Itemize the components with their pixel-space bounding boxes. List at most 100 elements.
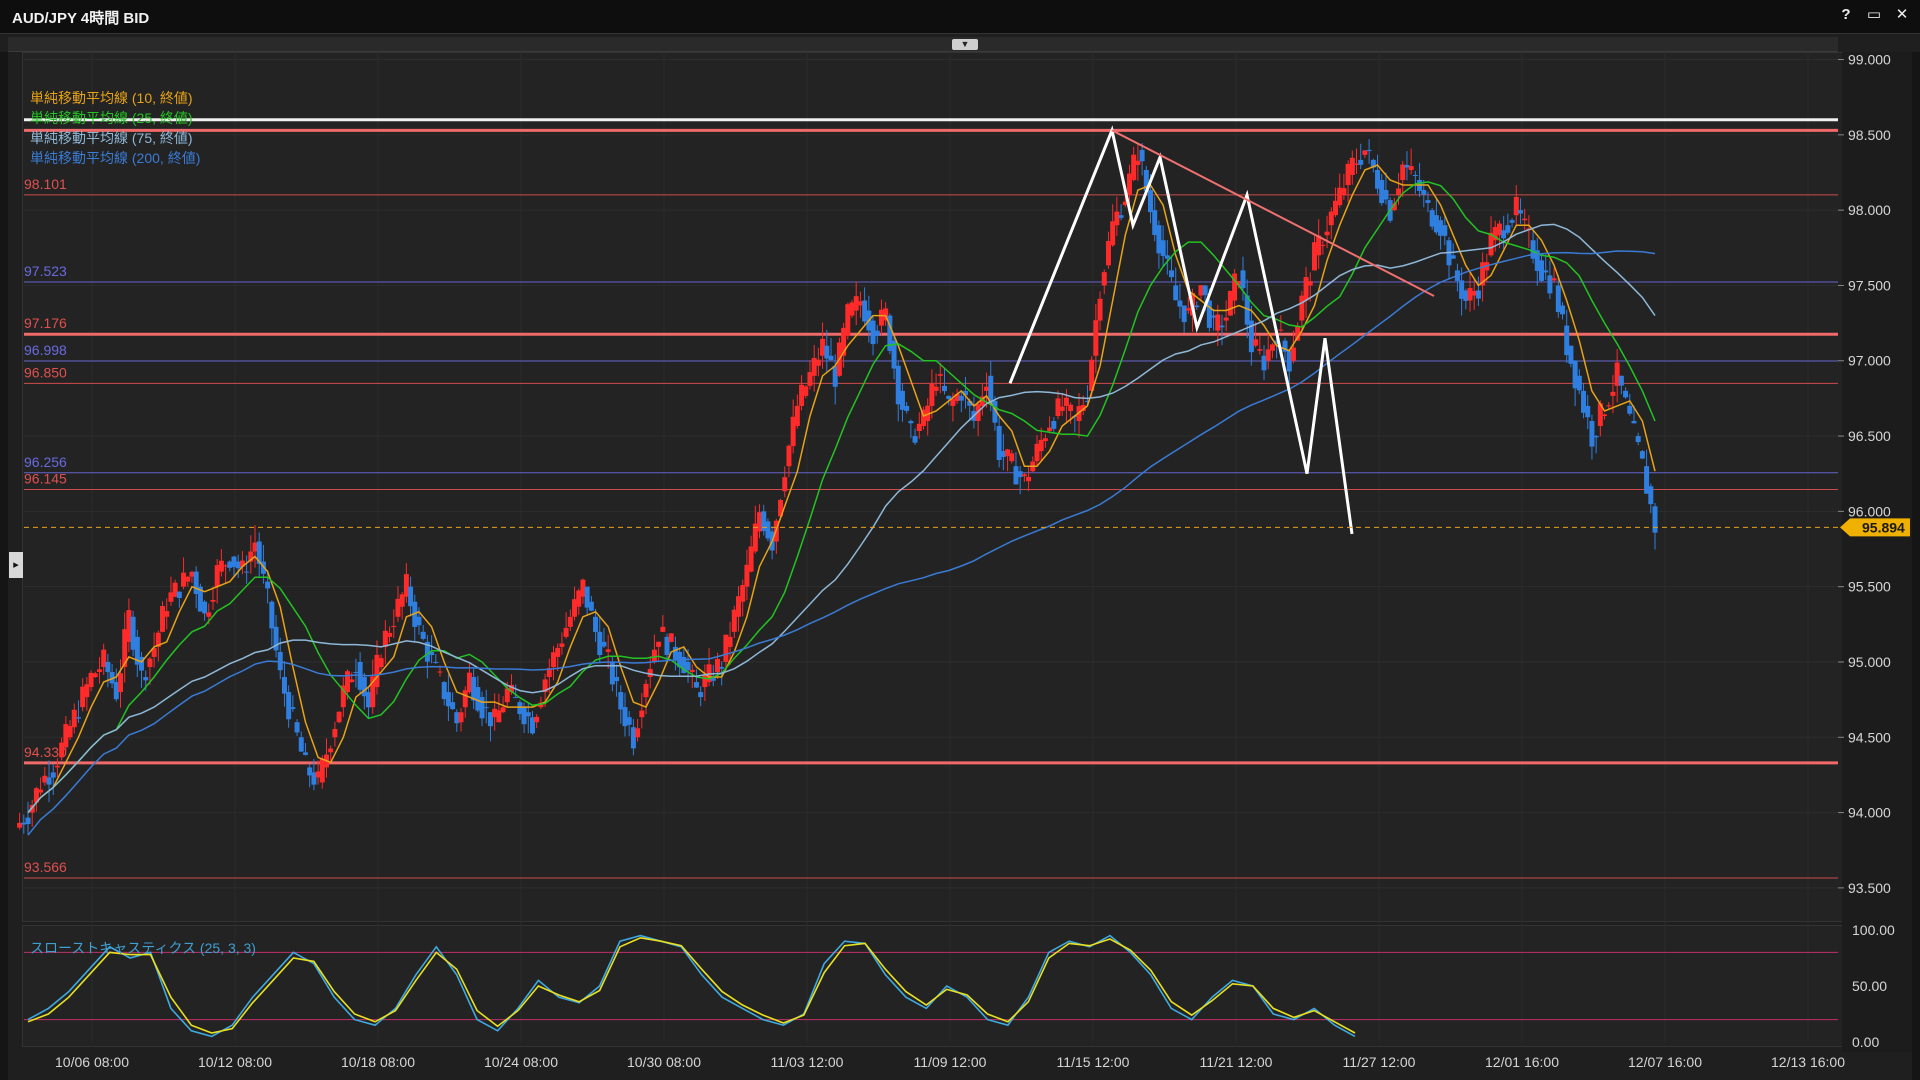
maximize-button[interactable]: ▭ xyxy=(1866,6,1882,23)
candle-body xyxy=(954,394,960,401)
candle-body xyxy=(1017,471,1023,478)
candle-body xyxy=(1253,339,1259,346)
candle-body xyxy=(513,697,519,699)
candle-body xyxy=(710,677,716,681)
candle-body xyxy=(832,365,838,387)
candle-body xyxy=(1290,347,1296,361)
candle-body xyxy=(614,677,620,682)
candle-body xyxy=(33,788,39,803)
candle-body xyxy=(1042,438,1048,442)
candle-body xyxy=(160,606,166,632)
candle-body xyxy=(1164,255,1170,259)
candle-body xyxy=(794,405,800,427)
candle-body xyxy=(878,309,884,326)
price-chart-panel[interactable] xyxy=(22,52,1844,922)
candle-body xyxy=(1105,241,1111,266)
level-label: 98.101 xyxy=(24,176,67,192)
price-axis xyxy=(1842,52,1912,1052)
candle-body xyxy=(424,641,430,662)
level-label: 96.998 xyxy=(24,342,67,358)
candle-body xyxy=(660,626,666,632)
y-tick-label: 96.500 xyxy=(1848,428,1891,444)
candle-body xyxy=(130,616,136,650)
candle-body xyxy=(1400,164,1406,181)
candle-body xyxy=(252,542,258,552)
candle-body xyxy=(580,579,586,597)
candle-body xyxy=(420,631,426,639)
candle-body xyxy=(1496,223,1502,236)
x-tick-label: 11/09 12:00 xyxy=(914,1054,987,1070)
candle-body xyxy=(408,586,414,607)
candle-body xyxy=(1639,451,1645,459)
left-gutter xyxy=(0,52,8,1080)
candle-body xyxy=(1341,188,1347,196)
candle-body xyxy=(387,632,393,637)
candle-body xyxy=(80,686,86,708)
window-title: AUD/JPY 4時間 BID xyxy=(12,10,150,27)
candle-body xyxy=(899,390,905,410)
candle-body xyxy=(340,685,346,708)
candle-body xyxy=(500,707,506,713)
legend-sma-75: 単純移動平均線 (75, 終値) xyxy=(30,130,193,146)
candle-body xyxy=(395,598,401,617)
candle-body xyxy=(1152,210,1158,235)
candle-body xyxy=(378,658,384,667)
candle-body xyxy=(782,477,788,492)
level-label: 96.850 xyxy=(24,364,67,380)
candle-body xyxy=(109,672,115,684)
candle-body xyxy=(42,775,48,783)
candle-body xyxy=(845,304,851,336)
close-button[interactable]: ✕ xyxy=(1895,6,1909,23)
candle-body xyxy=(542,679,548,693)
candle-body xyxy=(332,728,338,738)
candle-body xyxy=(1492,227,1498,241)
candle-body xyxy=(1143,169,1149,192)
candle-body xyxy=(1232,273,1238,301)
candle-body xyxy=(1581,390,1587,413)
candle-body xyxy=(1185,308,1191,311)
candle-body xyxy=(799,384,805,406)
candle-body xyxy=(656,641,662,647)
candle-body xyxy=(1614,362,1620,386)
candle-body xyxy=(605,649,611,652)
candle-body xyxy=(307,767,313,776)
candle-body xyxy=(958,395,964,401)
candle-body xyxy=(1560,305,1566,315)
candle-body xyxy=(1026,476,1032,482)
candle-body xyxy=(735,596,741,617)
y-tick-label: 98.000 xyxy=(1848,202,1891,218)
stoch-y-tick-label: 50.00 xyxy=(1852,978,1887,994)
candle-body xyxy=(639,710,645,718)
candle-body xyxy=(1370,159,1376,168)
candle-body xyxy=(441,682,447,700)
help-button[interactable]: ? xyxy=(1841,6,1851,23)
candle-body xyxy=(126,610,132,642)
candle-body xyxy=(231,556,237,567)
candle-body xyxy=(1097,298,1103,321)
candle-body xyxy=(403,574,409,597)
candle-body xyxy=(223,565,229,567)
stoch-y-tick-label: 100.00 xyxy=(1852,922,1895,938)
current-price-label: 95.894 xyxy=(1862,519,1905,535)
candle-body xyxy=(597,631,603,655)
stoch-d-line xyxy=(27,936,1356,1034)
candle-body xyxy=(1244,295,1250,325)
candle-body xyxy=(942,385,948,392)
y-tick-label: 94.500 xyxy=(1848,729,1891,745)
candle-body xyxy=(706,664,712,683)
candle-body xyxy=(1530,240,1536,259)
candle-body xyxy=(1618,375,1624,386)
candle-body xyxy=(1135,160,1141,165)
stochastic-panel[interactable] xyxy=(22,925,1844,1047)
candle-body xyxy=(946,395,952,400)
candle-body xyxy=(803,386,809,396)
x-tick-label: 12/07 16:00 xyxy=(1628,1054,1702,1070)
expand-sidebar-icon[interactable]: ▸ xyxy=(9,552,23,578)
candle-body xyxy=(1391,203,1397,211)
candle-body xyxy=(1471,291,1477,296)
chevron-down-icon[interactable]: ▼ xyxy=(952,39,978,50)
candle-body xyxy=(450,702,456,710)
candle-body xyxy=(75,717,81,719)
candle-body xyxy=(475,687,481,711)
